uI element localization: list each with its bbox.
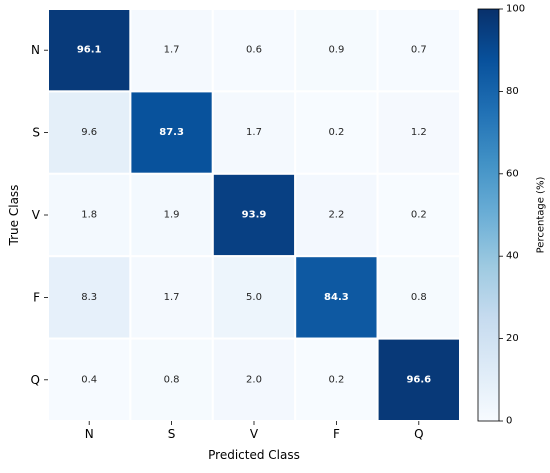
cell-value-label: 0.6 [246,45,262,56]
y-tick-label: N [31,43,40,57]
heatmap-cell-F-S [129,255,214,340]
cell-value-label: 84.3 [324,292,349,303]
cell-value-label: 1.7 [164,45,180,56]
colorbar-label: Percentage (%) [536,177,547,254]
x-tick-label: N [85,427,94,441]
cell-value-label: 0.2 [328,374,344,385]
cell-value-label: 87.3 [159,127,184,138]
cell-value-label: 2.0 [246,374,262,385]
y-tick-label: Q [31,373,40,387]
cell-value-label: 0.2 [411,210,427,221]
cell-value-label: 0.8 [164,374,180,385]
cell-value-label: 96.6 [406,374,431,385]
colorbar-tick-label: 20 [506,333,519,344]
y-axis-label: True Class [7,185,21,247]
cell-value-label: 0.8 [411,292,427,303]
heatmap-cell-S-Q [376,90,462,175]
heatmap-cell-S-V [211,90,297,175]
heatmap-cell-V-S [129,172,214,258]
cell-value-label: 9.6 [81,127,97,138]
cell-value-label: 5.0 [246,292,262,303]
cell-value-label: 1.7 [164,292,180,303]
x-tick-label: S [168,427,176,441]
cell-value-label: 1.8 [81,210,97,221]
cell-value-label: 0.9 [328,45,344,56]
y-tick-label: F [33,290,40,304]
heatmap-cell-N-S [129,8,214,93]
cell-value-label: 1.2 [411,127,427,138]
y-tick-label: S [32,126,40,140]
colorbar-tick-label: 40 [506,251,519,262]
cell-value-label: 96.1 [77,45,102,56]
heatmap-cell-Q-V [211,337,297,423]
y-tick-label: V [32,208,41,222]
x-tick-label: Q [414,427,423,441]
heatmap-plot-area: 96.1 1.7 0.6 0.9 0.7 9.6 87.3 1.7 0.2 1.2 1.8 1.9 93… [47,8,462,423]
cell-value-label: 8.3 [81,292,97,303]
heatmap-cell-Q-N [47,337,132,423]
cell-value-label: 93.9 [242,210,267,221]
heatmap-cell-F-F [294,255,379,340]
heatmap-cell-F-V [211,255,297,340]
x-axis-label: Predicted Class [208,448,300,462]
cell-value-label: 1.9 [164,210,180,221]
colorbar-tick-label: 80 [506,86,519,97]
colorbar-tick-label: 100 [506,4,525,15]
x-tick-label: V [250,427,259,441]
cell-value-label: 0.4 [81,374,97,385]
heatmap-cell-Q-S [129,337,214,423]
cell-value-label: 0.7 [411,45,427,56]
cell-value-label: 2.2 [328,210,344,221]
cell-value-label: 1.7 [246,127,262,138]
x-tick-label: F [333,427,340,441]
heatmap-cell-V-F [294,172,379,258]
heatmap-cell-F-Q [376,255,462,340]
colorbar [477,8,500,422]
cell-value-label: 0.2 [328,127,344,138]
colorbar-tick-label: 60 [506,168,519,179]
colorbar-tick-label: 0 [506,416,512,427]
